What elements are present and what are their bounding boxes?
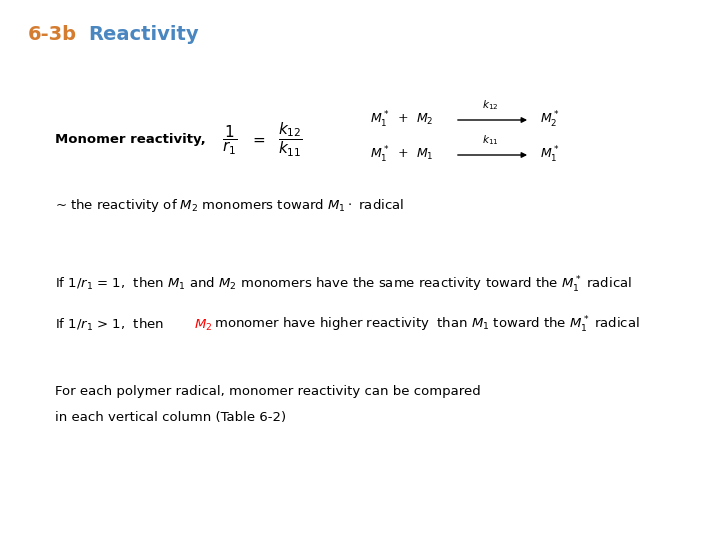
Text: If 1/$r_1$ > 1,  then: If 1/$r_1$ > 1, then (55, 317, 165, 333)
Text: $M_2^*$: $M_2^*$ (540, 110, 559, 130)
Text: monomer have higher reactivity  than $M_1$ toward the $M_1^*$ radical: monomer have higher reactivity than $M_1… (210, 315, 640, 335)
Text: Monomer reactivity,: Monomer reactivity, (55, 133, 206, 146)
Text: $k_{12}$: $k_{12}$ (482, 98, 498, 112)
Text: For each polymer radical, monomer reactivity can be compared: For each polymer radical, monomer reacti… (55, 386, 481, 399)
Text: $M_1^*$  +  $M_2$: $M_1^*$ + $M_2$ (370, 110, 433, 130)
Text: $\dfrac{1}{r_1}$: $\dfrac{1}{r_1}$ (222, 123, 238, 157)
Text: ~ the reactivity of $M_2$ monomers toward $M_1\cdot$ radical: ~ the reactivity of $M_2$ monomers towar… (55, 197, 404, 213)
Text: Reactivity: Reactivity (88, 25, 199, 44)
Text: $=$: $=$ (250, 133, 266, 147)
Text: $M_2$: $M_2$ (194, 318, 212, 333)
Text: If 1/$r_1$ = 1,  then $M_1$ and $M_2$ monomers have the same reactivity toward t: If 1/$r_1$ = 1, then $M_1$ and $M_2$ mon… (55, 275, 632, 295)
Text: 6-3b: 6-3b (28, 25, 77, 44)
Text: in each vertical column (Table 6-2): in each vertical column (Table 6-2) (55, 411, 286, 424)
Text: $k_{11}$: $k_{11}$ (482, 133, 498, 147)
Text: $M_1^*$  +  $M_1$: $M_1^*$ + $M_1$ (370, 145, 433, 165)
Text: $M_1^*$: $M_1^*$ (540, 145, 559, 165)
Text: $\dfrac{k_{12}}{k_{11}}$: $\dfrac{k_{12}}{k_{11}}$ (278, 121, 302, 159)
